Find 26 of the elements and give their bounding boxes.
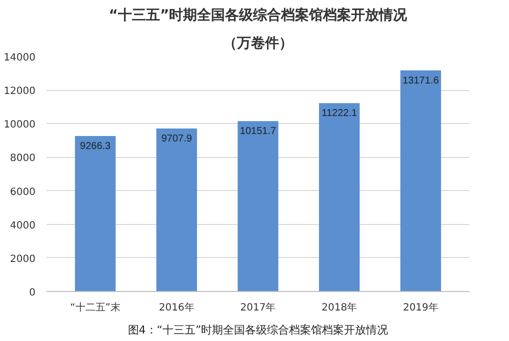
bar	[74, 136, 116, 292]
data-label: 13171.6	[402, 75, 440, 86]
caption: 图4：“十三五”时期全国各级综合档案馆档案开放情况	[128, 324, 388, 336]
y-tick-label: 12000	[4, 86, 36, 98]
y-tick-label: 14000	[4, 52, 36, 64]
chart-subtitle: （万卷件）	[223, 36, 293, 52]
bar	[156, 128, 197, 292]
x-tick-label: 2017年	[240, 302, 276, 314]
data-label: 10151.7	[240, 126, 277, 138]
bar	[238, 121, 278, 292]
y-tick-label: 2000	[10, 254, 36, 265]
data-label: 9266.3	[80, 140, 112, 152]
x-tick-label: “十二五”末	[70, 302, 120, 314]
y-tick-label: 8000	[10, 153, 36, 164]
x-tick-label: 2016年	[158, 302, 194, 314]
y-tick-label: 6000	[10, 186, 36, 198]
data-label: 9707.9	[161, 134, 192, 145]
data-label: 11222.1	[322, 108, 358, 120]
bar	[319, 103, 360, 292]
chart-title: “十三五”时期全国各级综合档案馆档案开放情况	[108, 6, 408, 24]
x-tick-label: 2018年	[322, 302, 358, 314]
y-tick-label: 4000	[10, 220, 36, 232]
bar	[400, 70, 442, 292]
y-tick-label: 0	[29, 288, 36, 298]
x-tick-label: 2019年	[402, 302, 438, 314]
y-tick-label: 10000	[4, 120, 36, 131]
